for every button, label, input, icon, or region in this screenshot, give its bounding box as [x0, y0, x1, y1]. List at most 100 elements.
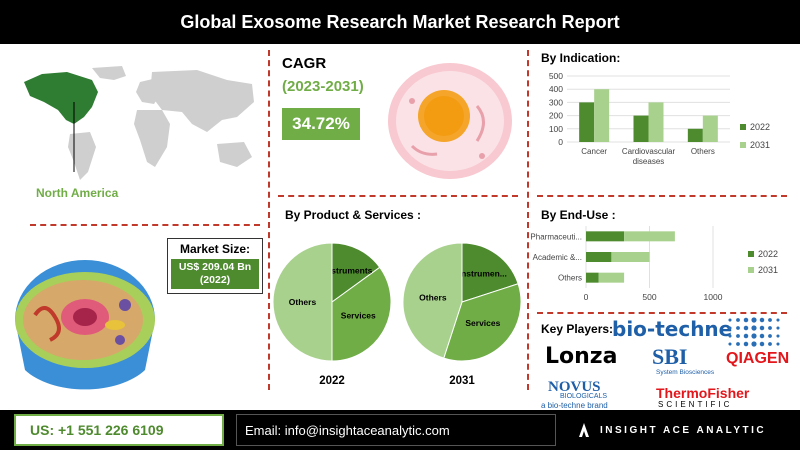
pie-slice-label: Others	[419, 292, 447, 302]
divider-left-h	[30, 224, 260, 226]
pie-slice-others	[272, 242, 333, 362]
logo-thermofisher-sub: SCIENTIFIC	[658, 400, 733, 409]
indication-category-label: Others	[691, 147, 715, 156]
indication-ytick-label: 0	[558, 137, 563, 147]
enduse-xtick-label: 0	[584, 292, 589, 302]
qiagen-dot	[776, 318, 780, 322]
enduse-bar-2022	[586, 252, 612, 262]
indication-bar-2031	[594, 89, 610, 142]
enduse-title: By End-Use :	[541, 208, 616, 222]
indication-category-label: Cardiovascular	[622, 147, 676, 156]
region-label: North America	[36, 186, 119, 200]
indication-legend-swatch	[740, 124, 746, 130]
market-size-box: Market Size: US$ 209.04 Bn (2022)	[167, 238, 263, 294]
qiagen-dot	[751, 333, 757, 339]
map-south-america	[68, 132, 96, 180]
indication-bar-2031	[702, 115, 718, 142]
qiagen-dot	[768, 334, 772, 338]
divider-mid-h	[278, 195, 518, 197]
indication-bar-2022	[579, 102, 595, 142]
key-players-label: Key Players:	[541, 322, 614, 336]
divider-right-h	[537, 195, 787, 197]
indication-ytick-label: 200	[549, 111, 563, 121]
indication-ytick-label: 400	[549, 84, 563, 94]
map-europe	[136, 78, 162, 104]
indication-bar-2022	[687, 128, 703, 142]
footer-brand-text: INSIGHT ACE ANALYTIC	[600, 424, 767, 436]
world-map	[24, 66, 254, 180]
enduse-bar-chart: 0 500 1000 Pharmaceuti... Academic &... Other…	[530, 226, 778, 302]
qiagen-dot	[759, 341, 765, 347]
map-africa	[134, 110, 170, 167]
map-australia	[217, 142, 252, 167]
logo-biotechne: bio-techne	[612, 317, 733, 341]
pie-slice-instruments	[331, 242, 381, 303]
qiagen-dot	[759, 333, 765, 339]
enduse-bar-2031	[598, 272, 625, 283]
enduse-xtick-label: 1000	[704, 292, 723, 302]
divider-right	[527, 50, 529, 390]
qiagen-dot	[743, 325, 749, 331]
cell-illustration-top	[388, 63, 512, 179]
qiagen-dot	[768, 318, 772, 322]
enduse-bar-2022	[586, 231, 625, 242]
pie-slice-others	[402, 242, 463, 359]
enduse-bar-2031	[624, 231, 675, 242]
pie-slice-label: Instruments	[324, 265, 373, 275]
enduse-legend-swatch	[748, 267, 754, 273]
logo-qiagen: QIAGEN	[726, 350, 790, 367]
enduse-legend-swatch	[748, 251, 754, 257]
logo-novus: NOVUS	[548, 379, 601, 395]
footer: US: +1 551 226 6109 Email: info@insighta…	[0, 410, 800, 450]
indication-category-label: diseases	[633, 157, 665, 166]
pie-slice-services	[443, 283, 522, 362]
cagr-value: 34.72%	[282, 108, 360, 140]
qiagen-dot	[743, 333, 749, 339]
indication-legend-label: 2022	[750, 122, 770, 132]
pie-year-label: 2031	[449, 375, 475, 387]
pie-slice-label: Instrumen...	[459, 268, 507, 278]
enduse-xtick-label: 500	[642, 292, 656, 302]
qiagen-dot	[736, 342, 740, 346]
indication-bar-chart: 0 100 200 300 400 500 Cancer Cardiovasculardise…	[549, 71, 770, 166]
footer-phone[interactable]: US: +1 551 226 6109	[14, 414, 224, 446]
qiagen-dot	[759, 325, 765, 331]
pie-slice-label: Others	[289, 297, 317, 307]
pie-slice-label: Services	[465, 318, 500, 328]
qiagen-dot	[743, 341, 749, 347]
footer-email[interactable]: Email: info@insightaceanalytic.com	[236, 414, 556, 446]
qiagen-dot	[736, 326, 740, 330]
qiagen-dot	[743, 317, 749, 323]
qiagen-dot	[736, 334, 740, 338]
logo-sbi: SBI	[652, 344, 688, 369]
enduse-category-label: Others	[558, 274, 582, 283]
qiagen-dot	[776, 342, 780, 346]
qiagen-dot	[768, 326, 772, 330]
pie-slice-label: Services	[341, 310, 376, 320]
cagr-period: (2023-2031)	[282, 78, 364, 95]
product-pie-charts: Instruments Services Others 2022 Instrumen..…	[272, 242, 522, 387]
qiagen-dot	[728, 326, 732, 330]
logo-novus-sub: BIOLOGICALS	[560, 393, 608, 400]
qiagen-dot	[751, 325, 757, 331]
divider-right-h2	[537, 312, 787, 314]
report-title: Global Exosome Research Market Research …	[180, 11, 620, 32]
enduse-legend-label: 2031	[758, 265, 778, 275]
qiagen-dot	[751, 317, 757, 323]
qiagen-dot	[728, 334, 732, 338]
qiagen-dot	[728, 318, 732, 322]
map-north-america	[24, 72, 98, 124]
indication-category-label: Cancer	[581, 147, 607, 156]
pie-slice-services	[331, 266, 392, 362]
logo-sbi-sub: System Biosciences	[656, 369, 715, 376]
enduse-category-label: Pharmaceuti...	[530, 232, 582, 241]
market-size-value: US$ 209.04 Bn (2022)	[171, 259, 259, 289]
indication-ytick-label: 300	[549, 97, 563, 107]
logo-thermofisher: ThermoFisher	[656, 385, 750, 401]
enduse-legend-label: 2022	[758, 249, 778, 259]
qiagen-dot	[751, 341, 757, 347]
enduse-bar-2031	[611, 252, 650, 262]
logo-novus-brand: a bio-techne brand	[541, 401, 608, 410]
enduse-bar-2022	[586, 272, 599, 283]
indication-bar-2031	[648, 102, 664, 142]
